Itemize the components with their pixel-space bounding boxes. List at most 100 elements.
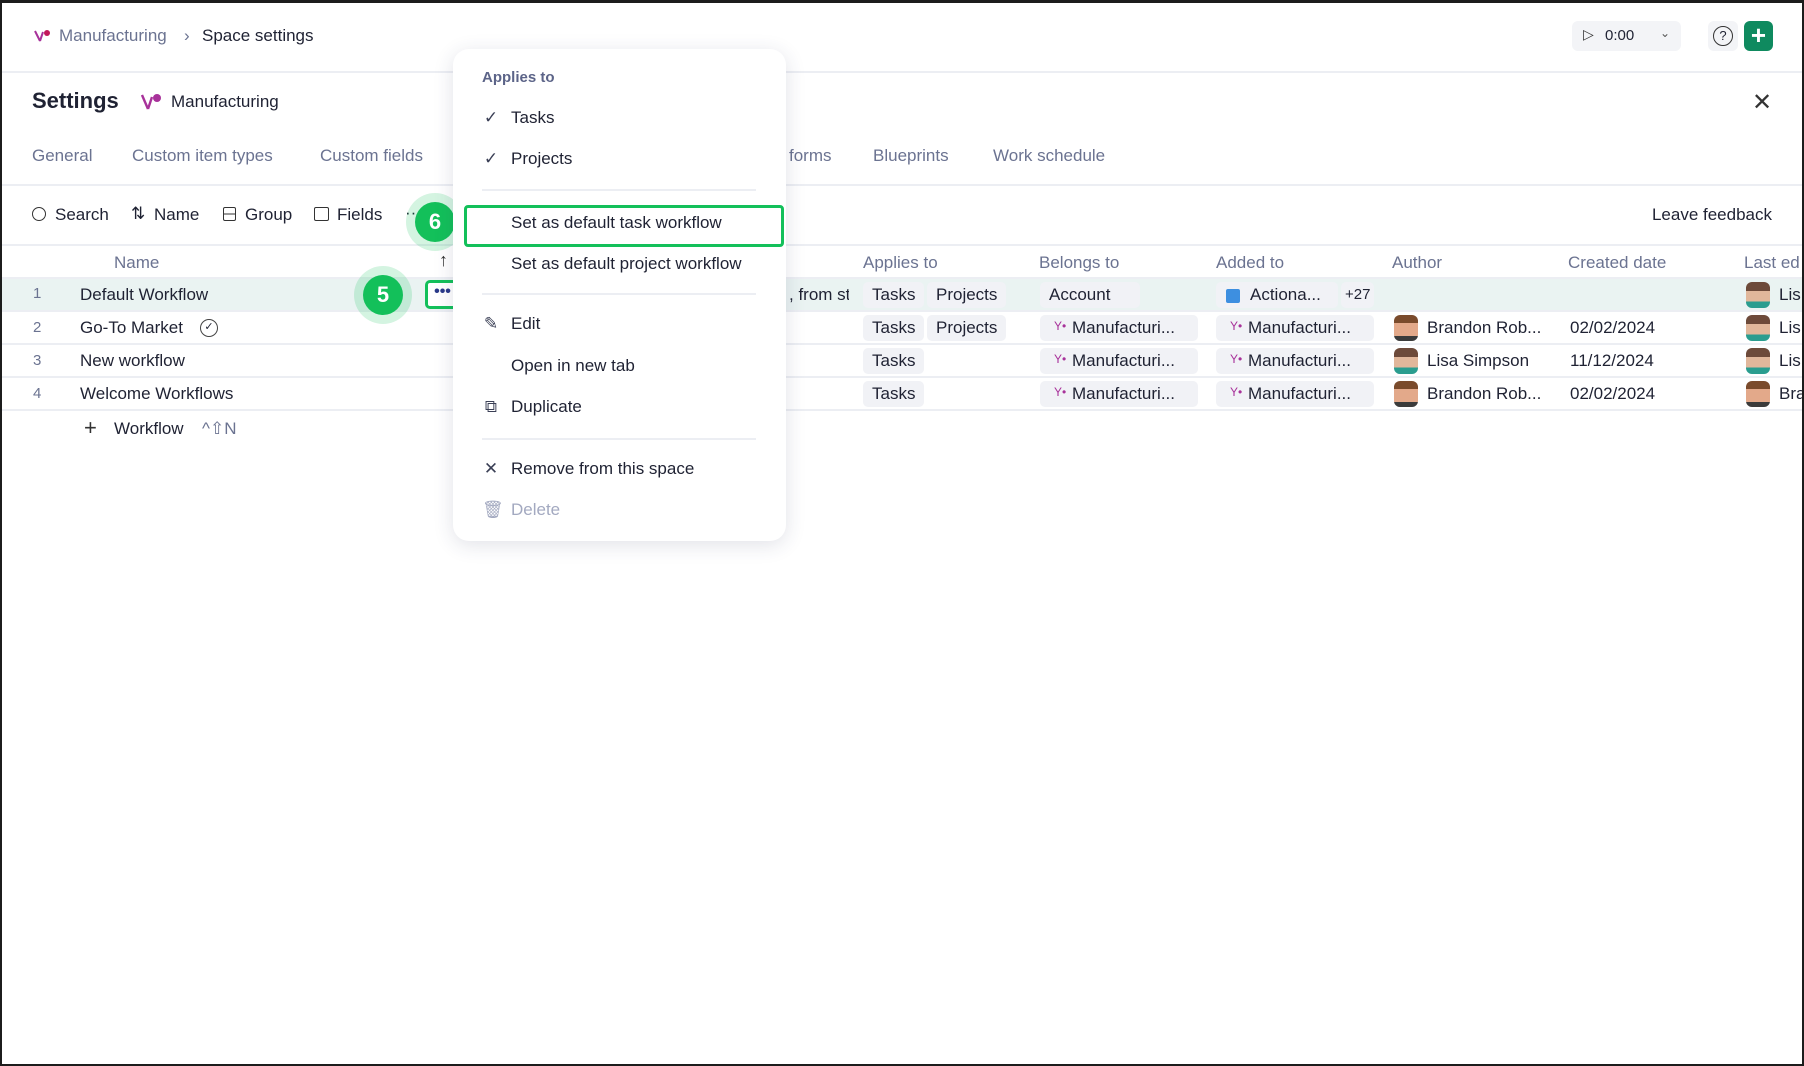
space-logo-icon: Y• [1054, 319, 1067, 333]
menu-item-remove-from-space[interactable]: Remove from this space [511, 459, 695, 478]
table-row[interactable]: 2 Go-To Market ✓ Tasks Projects Manufact… [2, 312, 1802, 345]
check-icon: ✓ [483, 108, 499, 127]
space-logo-icon: Y• [1230, 352, 1243, 366]
space-logo-icon: Y• [1230, 319, 1243, 333]
table-row[interactable]: 3 New workflow Tasks Manufacturi... Y• M… [2, 345, 1802, 378]
belongs-chip: Account [1040, 282, 1140, 308]
created-date: 02/02/2024 [1570, 318, 1656, 337]
avatar [1746, 282, 1770, 308]
plus-icon: + [84, 415, 97, 440]
step-badge-5: 5 [363, 275, 403, 315]
close-icon[interactable]: ✕ [1752, 89, 1773, 116]
toolbar-divider [2, 244, 1802, 246]
column-applies-to[interactable]: Applies to [863, 253, 938, 272]
tab-blueprints[interactable]: Blueprints [873, 146, 949, 165]
more-toolbar-button[interactable]: ·· [405, 203, 417, 222]
menu-item-tasks[interactable]: Tasks [511, 108, 555, 127]
tab-general[interactable]: General [32, 146, 93, 165]
applies-chip: Tasks [863, 381, 925, 407]
step-badge-6: 6 [415, 202, 455, 242]
row-number: 3 [33, 352, 42, 369]
pencil-icon: ✎ [483, 314, 499, 333]
workflow-context-menu: Applies to ✓ Tasks ✓ Projects Set as def… [453, 49, 786, 541]
added-chip: Actiona... [1216, 282, 1338, 308]
search-label: Search [55, 205, 109, 224]
tab-work-schedule[interactable]: Work schedule [993, 146, 1106, 165]
added-chip: Manufacturi... [1216, 381, 1374, 407]
workflow-name[interactable]: Go-To Market [80, 318, 183, 337]
help-icon: ? [1713, 26, 1733, 46]
menu-item-set-default-project-workflow[interactable]: Set as default project workflow [511, 254, 742, 273]
row-number: 2 [33, 319, 42, 336]
chevron-down-icon[interactable]: ⌄ [1660, 26, 1671, 40]
table-row[interactable]: 4 Welcome Workflows Tasks Manufacturi...… [2, 378, 1804, 411]
column-added-to[interactable]: Added to [1216, 253, 1285, 272]
breadcrumb-current: Space settings [202, 26, 314, 45]
space-logo-icon [34, 30, 50, 42]
highlight-box [464, 205, 784, 247]
workflow-name[interactable]: Welcome Workflows [80, 384, 234, 403]
add-workflow-label: Workflow [114, 419, 184, 438]
page-title: Settings [32, 88, 119, 113]
column-name[interactable]: Name [114, 253, 160, 272]
column-belongs-to[interactable]: Belongs to [1039, 253, 1120, 272]
applies-chip: Tasks [863, 282, 925, 308]
tab-custom-fields[interactable]: Custom fields [320, 146, 423, 165]
menu-item-set-default-task-workflow[interactable]: Set as default task workflow [511, 213, 722, 232]
workflow-name[interactable]: Default Workflow [80, 285, 209, 304]
workflow-description: , from st [789, 285, 849, 304]
tab-custom-item-types[interactable]: Custom item types [132, 146, 273, 165]
timer-control: ▷ 0:00 ⌄ [1572, 21, 1681, 51]
add-workflow-shortcut: ^⇧N [202, 419, 237, 438]
added-more-chip[interactable]: +27 [1341, 282, 1375, 308]
applies-chip: Tasks [863, 315, 925, 341]
menu-item-duplicate[interactable]: Duplicate [511, 397, 582, 416]
belongs-chip: Manufacturi... [1040, 315, 1198, 341]
fields-label: Fields [337, 205, 383, 224]
applies-chip: Tasks [863, 348, 925, 374]
header-row-divider [2, 277, 1802, 279]
column-last-edited[interactable]: Last ed [1744, 253, 1800, 272]
close-icon: ✕ [483, 459, 499, 478]
avatar [1394, 348, 1418, 374]
space-logo-icon [141, 94, 161, 110]
breadcrumb-space[interactable]: Manufacturing [59, 26, 167, 45]
avatar [1394, 381, 1418, 407]
sort-label: Name [154, 205, 200, 224]
avatar [1394, 315, 1418, 341]
play-icon[interactable]: ▷ [1583, 26, 1594, 42]
add-button[interactable]: + [1744, 21, 1773, 51]
fields-icon [314, 207, 329, 221]
tab-forms[interactable]: forms [789, 146, 832, 165]
row-number: 4 [33, 385, 42, 402]
workflow-name[interactable]: New workflow [80, 351, 185, 370]
menu-item-edit[interactable]: Edit [511, 314, 541, 333]
header-divider [2, 71, 1802, 73]
menu-item-open-in-new-tab[interactable]: Open in new tab [511, 356, 635, 375]
added-chip: Manufacturi... [1216, 348, 1374, 374]
group-label: Group [245, 205, 293, 224]
space-logo-icon: Y• [1230, 385, 1243, 399]
column-created-date[interactable]: Created date [1568, 253, 1667, 272]
menu-item-projects[interactable]: Projects [511, 149, 573, 168]
author-name: Lisa Simpson [1427, 351, 1530, 370]
timer-value: 0:00 [1605, 27, 1635, 44]
last-edited-name: Lis [1779, 285, 1801, 304]
menu-divider [482, 189, 756, 191]
table-row[interactable]: 1 Default Workflow , from st Tasks Proje… [2, 279, 1802, 312]
leave-feedback-link[interactable]: Leave feedback [1651, 205, 1772, 224]
created-date: 02/02/2024 [1570, 384, 1656, 403]
menu-item-delete: Delete [511, 500, 561, 519]
check-circle-icon: ✓ [200, 319, 218, 337]
briefcase-icon [1226, 289, 1240, 303]
tabs-divider [2, 184, 1802, 186]
avatar [1746, 348, 1770, 374]
sort-icon: ⇅ [131, 204, 146, 223]
breadcrumb-separator: › [184, 26, 190, 45]
help-button[interactable]: ? [1708, 21, 1738, 51]
check-icon: ✓ [483, 149, 499, 168]
column-author[interactable]: Author [1392, 253, 1443, 272]
author-name: Brandon Rob... [1427, 318, 1542, 337]
last-edited-name: Bra [1779, 384, 1804, 403]
avatar [1746, 315, 1770, 341]
